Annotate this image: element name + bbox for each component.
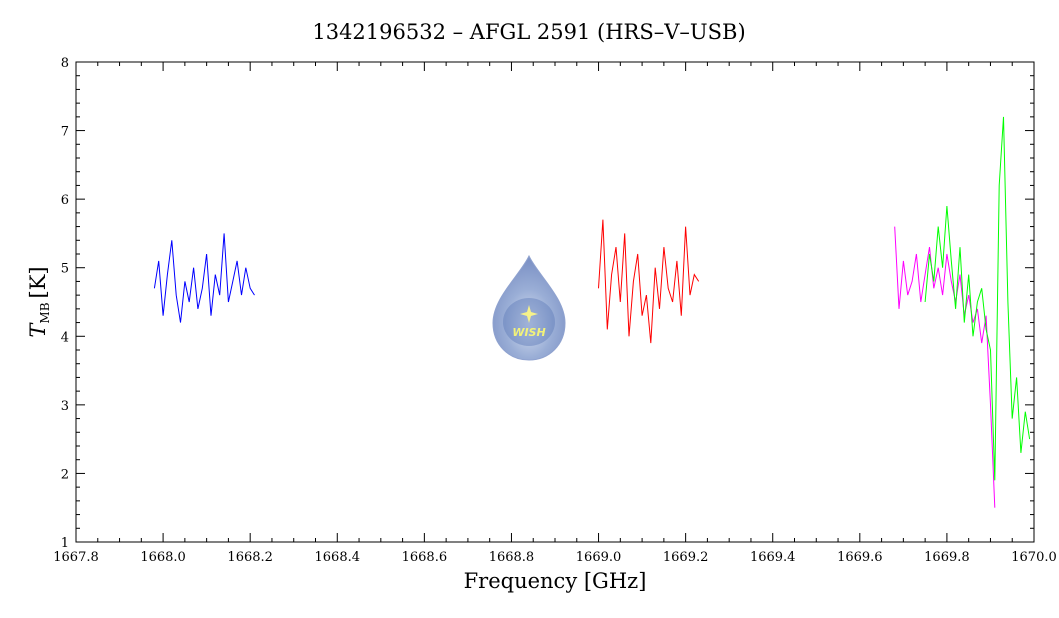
y-tick-label: 1 (61, 536, 69, 551)
x-tick-label: 1668.0 (140, 550, 186, 565)
x-tick-label: 1669.6 (837, 550, 883, 565)
x-tick-label: 1670.0 (1011, 550, 1057, 565)
svg-text:TMB[K]: TMB [K] (26, 266, 52, 337)
series-line-4 (924, 116, 1031, 481)
series-layer (153, 116, 1031, 508)
y-tick-label: 5 (61, 262, 69, 277)
x-tick-label: 1669.0 (576, 550, 622, 565)
x-axis-label: Frequency [GHz] (464, 569, 647, 593)
x-axis-ticks: 1667.8 1668.0 1668.2 1668.4 1668.6 1668.8 1669… (53, 62, 1057, 565)
x-tick-label: 1669.2 (663, 550, 709, 565)
y-tick-label: 7 (61, 125, 69, 140)
x-tick-label: 1668.2 (227, 550, 273, 565)
y-tick-label: 2 (61, 467, 69, 482)
y-axis-label-main: T (26, 322, 50, 338)
chart-title: 1342196532 – AFGL 2591 (HRS–V–USB) (312, 20, 745, 44)
x-tick-label: 1668.4 (315, 550, 361, 565)
y-axis-label: TMB [K] (26, 266, 52, 337)
x-tick-label: 1668.8 (489, 550, 535, 565)
series-line-3 (894, 226, 996, 508)
x-tick-label: 1667.8 (53, 550, 99, 565)
x-tick-label: 1669.4 (750, 550, 796, 565)
wish-logo-icon: WISH (492, 254, 566, 361)
x-tick-label: 1669.8 (924, 550, 970, 565)
y-tick-label: 4 (61, 330, 69, 345)
y-axis-label-sub: MB (38, 302, 52, 323)
logo-text: WISH (512, 326, 545, 339)
x-tick-label: 1668.6 (402, 550, 448, 565)
y-axis-label-unit: [K] (26, 266, 50, 298)
y-axis-ticks: 1 2 3 4 5 6 7 8 (61, 56, 1034, 551)
series-line-1 (153, 233, 255, 323)
series-line-2 (598, 219, 700, 344)
y-tick-label: 3 (61, 399, 69, 414)
y-tick-label: 6 (61, 193, 69, 208)
y-tick-label: 8 (61, 56, 69, 71)
